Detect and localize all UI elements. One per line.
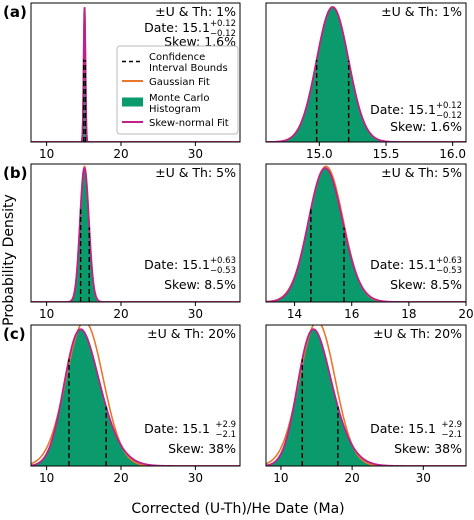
x-tick-label: 20 <box>344 471 359 485</box>
x-tick-label: 16.0 <box>439 147 466 161</box>
date-label: Date: 15.1 <box>370 102 436 117</box>
x-tick-label: 14 <box>287 307 302 321</box>
date-lower-error: −0.12 <box>210 29 236 39</box>
legend-label-confidence: Confidence Interval Bounds <box>149 52 228 74</box>
legend-label-histogram: Monte Carlo Histogram <box>149 93 209 115</box>
x-tick-label: 15.0 <box>306 147 333 161</box>
date-lower-error: −2.1 <box>215 430 236 440</box>
legend: Confidence Interval Bounds Gaussian Fit Mon… <box>116 45 239 135</box>
panel-label: (b) <box>3 164 27 182</box>
skew-label: Skew: 8.5% <box>164 277 236 292</box>
x-tick-label: 30 <box>188 307 203 321</box>
skew-normal-fit-line <box>266 6 466 142</box>
date-lower-error: −0.53 <box>210 266 236 276</box>
panels: 10 20 30(a) ±U & Th: 1%Date: 15.1 +0.12−0.12… <box>3 2 474 485</box>
panel-c-left: 10 20 30 (c) ±U & Th: 20% Date: 15.1 +2.9−2.1S… <box>3 324 241 485</box>
date-label: Date: 15.1 <box>370 257 436 272</box>
skew-label: Skew: 8.5% <box>390 277 462 292</box>
axes-frame <box>30 2 241 143</box>
x-tick-label: 10 <box>273 471 288 485</box>
skew-label: Skew: 1.6% <box>390 119 462 134</box>
x-tick-label: 30 <box>188 147 203 161</box>
x-tick-label: 16 <box>344 307 359 321</box>
legend-box <box>116 45 239 135</box>
date-lower-error: −0.53 <box>436 266 462 276</box>
axes-frame <box>265 2 467 143</box>
date-label: Date: 15.1 <box>370 421 436 436</box>
date-upper-error: +0.12 <box>210 19 236 29</box>
skew-label: Skew: 38% <box>168 441 236 456</box>
skew-normal-fit-line <box>266 167 466 302</box>
uncertainty-label: ±U & Th: 5% <box>381 165 462 180</box>
x-tick-label: 18 <box>401 307 416 321</box>
uncertainty-label: ±U & Th: 5% <box>155 165 236 180</box>
date-upper-error: +0.12 <box>436 101 462 111</box>
x-tick-label: 30 <box>188 471 203 485</box>
panel-b-right: 14 16 18 20 ±U & Th: 5% Date: 15.1 +0.63−0.53S… <box>265 163 474 321</box>
axes-frame <box>30 324 241 467</box>
x-tick-label: 20 <box>458 307 473 321</box>
skew-normal-fit-line <box>266 328 466 466</box>
date-label: Date: 15.1 <box>144 20 210 35</box>
skew-label: Skew: 1.6% <box>164 34 236 49</box>
x-tick-label: 20 <box>113 471 128 485</box>
axes-frame <box>265 324 467 467</box>
x-tick-label: 10 <box>39 471 54 485</box>
panel-c-right: 10 20 30 ±U & Th: 20% Date: 15.1 +2.9−2.1Skew… <box>265 324 467 485</box>
x-tick-label: 10 <box>39 307 54 321</box>
uncertainty-label: ±U & Th: 20% <box>147 326 236 341</box>
x-axis-label: Corrected (U-Th)/He Date (Ma) <box>131 501 344 517</box>
monte-carlo-histogram <box>266 329 466 466</box>
monte-carlo-histogram <box>266 168 466 302</box>
monte-carlo-histogram <box>31 329 240 466</box>
date-upper-error: +2.9 <box>215 420 236 430</box>
panel-label: (c) <box>3 325 26 343</box>
uncertainty-label: ±U & Th: 1% <box>381 4 462 19</box>
x-tick-label: 20 <box>113 147 128 161</box>
x-tick-label: 30 <box>416 471 431 485</box>
x-tick-label: 15.5 <box>373 147 400 161</box>
date-lower-error: −0.12 <box>436 111 462 121</box>
date-upper-error: +0.63 <box>436 256 462 266</box>
legend-label-gaussian: Gaussian Fit <box>149 77 210 88</box>
panel-a-left: 10 20 30 (a) ±U & Th: 1%Date: 15.1 +0.12−0.12… <box>3 2 241 161</box>
panel-label: (a) <box>3 3 27 21</box>
x-tick-label: 20 <box>113 307 128 321</box>
axes-frame <box>265 163 467 303</box>
skew-label: Skew: 38% <box>394 441 462 456</box>
date-upper-error: +0.63 <box>210 256 236 266</box>
skew-normal-fit-line <box>31 328 240 466</box>
legend-label-skew_normal: Skew-normal Fit <box>149 118 229 129</box>
date-lower-error: −2.1 <box>441 430 462 440</box>
panel-b-left: 10 20 30 (b) ±U & Th: 5% Date: 15.1 +0.63−0.53… <box>3 163 241 321</box>
date-upper-error: +2.9 <box>441 420 462 430</box>
date-label: Date: 15.1 <box>144 421 210 436</box>
legend-symbol-histogram <box>122 97 143 107</box>
y-axis-label: Probability Density <box>1 194 17 326</box>
uncertainty-label: ±U & Th: 1% <box>155 4 236 19</box>
uncertainty-label: ±U & Th: 20% <box>373 326 462 341</box>
axes-frame <box>30 163 241 303</box>
panel-a-right: 15.0 15.5 16.0 ±U & Th: 1% Date: 15.1 +0.12−0… <box>265 2 467 161</box>
x-tick-label: 10 <box>39 147 54 161</box>
monte-carlo-histogram <box>31 168 240 302</box>
date-label: Date: 15.1 <box>144 257 210 272</box>
